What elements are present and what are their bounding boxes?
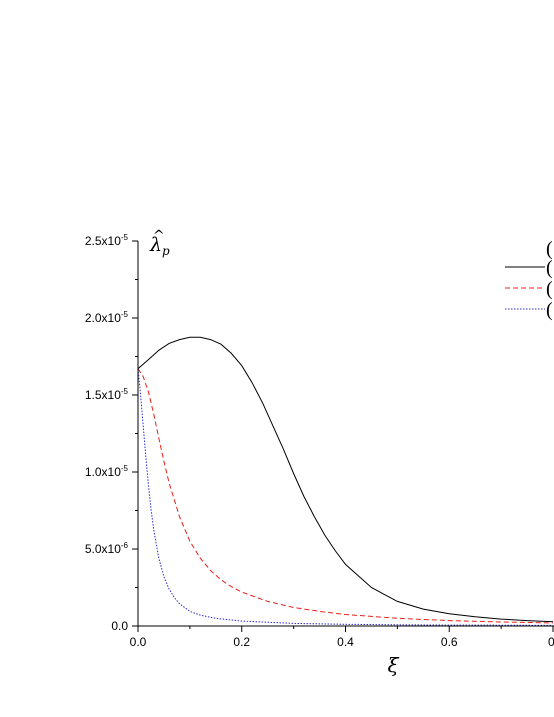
- legend-entry-label: (: [546, 278, 553, 300]
- y-tick-label: 0.0: [111, 619, 128, 633]
- y-tick-label: 2.0x10-5: [85, 310, 129, 325]
- x-axis-ticks: 0.0 0.2 0.4 0.6 0.: [130, 626, 554, 649]
- y-axis-label-symbol: λ: [149, 234, 162, 256]
- legend-entry-label: (: [546, 299, 553, 321]
- x-tick-label: 0.: [548, 635, 554, 649]
- x-tick-label: 0.4: [337, 635, 354, 649]
- y-tick-label: 1.5x10-5: [85, 387, 129, 402]
- legend-entry-label: (: [546, 257, 553, 279]
- series-layer: [137, 336, 554, 626]
- x-tick-label: 0.6: [441, 635, 458, 649]
- y-axis-label-hat: ^: [153, 228, 165, 244]
- y-tick-label: 5.0x10-6: [85, 541, 129, 556]
- y-tick-label: 2.5x10-5: [85, 233, 129, 248]
- x-tick-label: 0.0: [130, 635, 147, 649]
- y-axis-label: λp: [149, 234, 170, 258]
- y-axis-label-subscript: p: [162, 244, 170, 258]
- series-line-2: [137, 368, 554, 624]
- series-line-3: [137, 368, 554, 626]
- x-axis-label: ξ: [387, 653, 399, 677]
- legend-entry-label: (: [546, 238, 553, 260]
- series-line-1: [137, 336, 554, 623]
- x-tick-label: 0.2: [233, 635, 250, 649]
- y-tick-label: 1.0x10-5: [85, 464, 129, 479]
- legend: ((((: [505, 238, 553, 321]
- y-axis-ticks: 0.0 5.0x10-6 1.0x10-5 1.5x10-5 2.0x10-5 2.5x1…: [85, 233, 138, 633]
